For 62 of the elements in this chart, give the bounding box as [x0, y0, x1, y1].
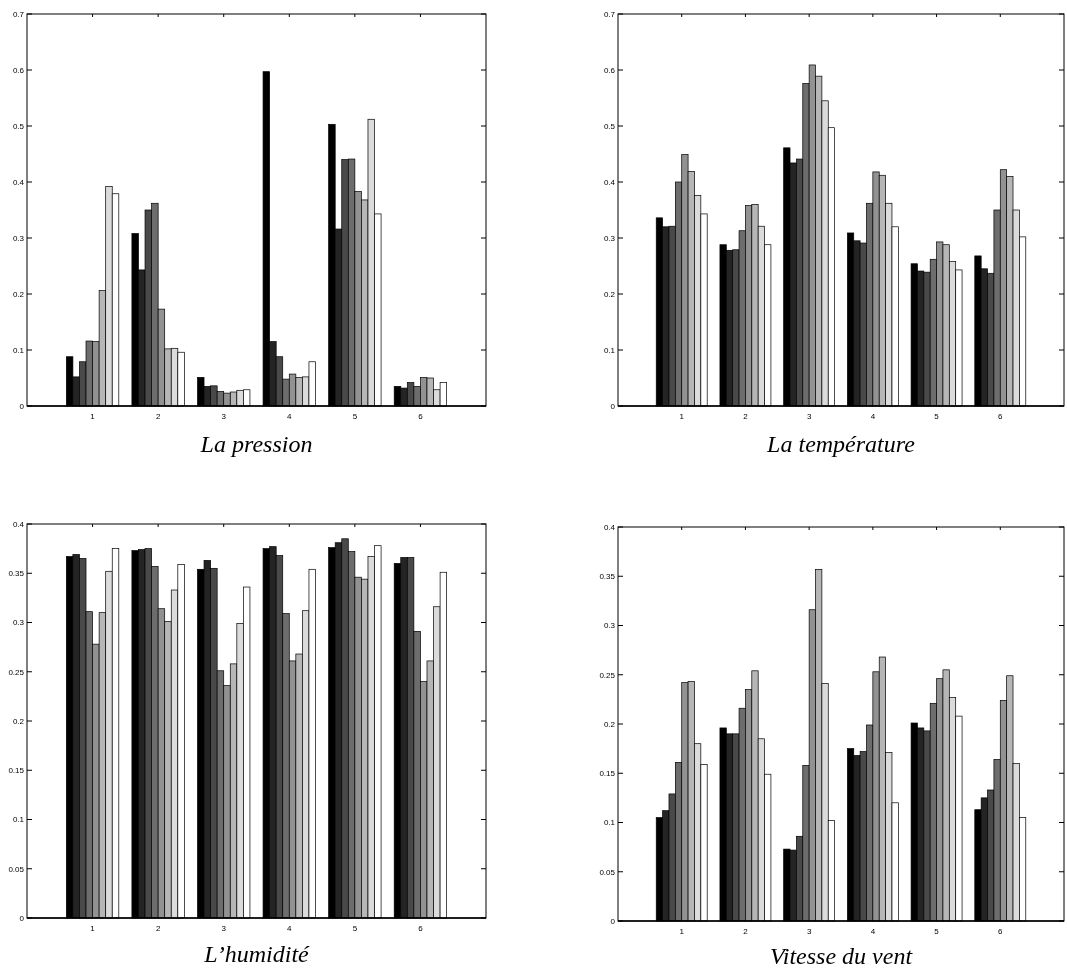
x-tick-label: 1 [90, 924, 96, 933]
y-tick-label: 0.2 [603, 289, 616, 299]
x-tick-label: 2 [155, 924, 161, 933]
y-tick-label: 0.3 [603, 233, 616, 243]
x-tick-label: 4 [870, 412, 876, 421]
x-tick-label: 5 [352, 412, 358, 421]
x-tick-label: 4 [287, 412, 293, 421]
text: L’humidité [203, 941, 311, 967]
x-tick-label: 6 [998, 412, 1004, 421]
y-tick-label: 0.05 [599, 867, 616, 877]
y-tick-label: 0.4 [603, 522, 616, 532]
y-tick-label: 0.4 [12, 177, 25, 187]
y-tick-label: 0.05 [8, 864, 25, 874]
text: La pression [199, 431, 313, 457]
y-tick-label: 0.7 [603, 9, 616, 19]
x-tick-label: 4 [870, 927, 876, 936]
x-tick-label: 6 [998, 927, 1004, 936]
y-tick-label: 0.25 [599, 670, 616, 680]
y-tick-label: 0.35 [8, 569, 25, 579]
x-tick-label: 3 [806, 412, 812, 421]
y-tick-label: 0.4 [603, 177, 616, 187]
y-tick-label: 0.2 [12, 289, 25, 299]
y-tick-label: 0.2 [603, 719, 616, 729]
x-tick-label: 5 [934, 412, 940, 421]
x-tick-label: 5 [934, 927, 940, 936]
y-tick-label: 0.4 [12, 519, 25, 529]
y-tick-label: 0.6 [12, 65, 25, 75]
y-tick-label: 0.1 [12, 815, 25, 825]
x-tick-label: 3 [806, 927, 812, 936]
y-tick-label: 0.3 [12, 233, 25, 243]
x-tick-label: 1 [90, 412, 96, 421]
y-tick-label: 0.1 [603, 345, 616, 355]
text: La température [766, 431, 916, 457]
y-tick-label: 0 [610, 916, 616, 926]
x-tick-label: 4 [287, 924, 293, 933]
y-tick-label: 0.5 [603, 121, 616, 131]
y-tick-label: 0.35 [599, 572, 616, 582]
x-tick-label: 1 [679, 927, 685, 936]
y-tick-label: 0 [19, 401, 25, 411]
x-tick-label: 6 [418, 412, 424, 421]
y-tick-label: 0.3 [603, 621, 616, 631]
y-tick-label: 0 [19, 913, 25, 923]
y-tick-label: 0 [610, 401, 616, 411]
y-tick-label: 0.2 [12, 716, 25, 726]
y-tick-label: 0.25 [8, 667, 25, 677]
x-tick-label: 6 [418, 924, 424, 933]
y-tick-label: 0.5 [12, 121, 25, 131]
y-tick-label: 0.15 [599, 769, 616, 779]
y-tick-label: 0.1 [12, 345, 25, 355]
y-tick-label: 0.6 [603, 65, 616, 75]
x-tick-label: 2 [743, 927, 749, 936]
x-tick-label: 3 [221, 412, 227, 421]
x-tick-label: 3 [221, 924, 227, 933]
y-tick-label: 0.3 [12, 618, 25, 628]
x-tick-label: 2 [743, 412, 749, 421]
y-tick-label: 0.15 [8, 766, 25, 776]
y-tick-label: 0.7 [12, 9, 25, 19]
x-tick-label: 2 [155, 412, 161, 421]
text: Vitesse du vent [769, 943, 914, 969]
x-tick-label: 1 [679, 412, 685, 421]
x-tick-label: 5 [352, 924, 358, 933]
y-tick-label: 0.1 [603, 818, 616, 828]
